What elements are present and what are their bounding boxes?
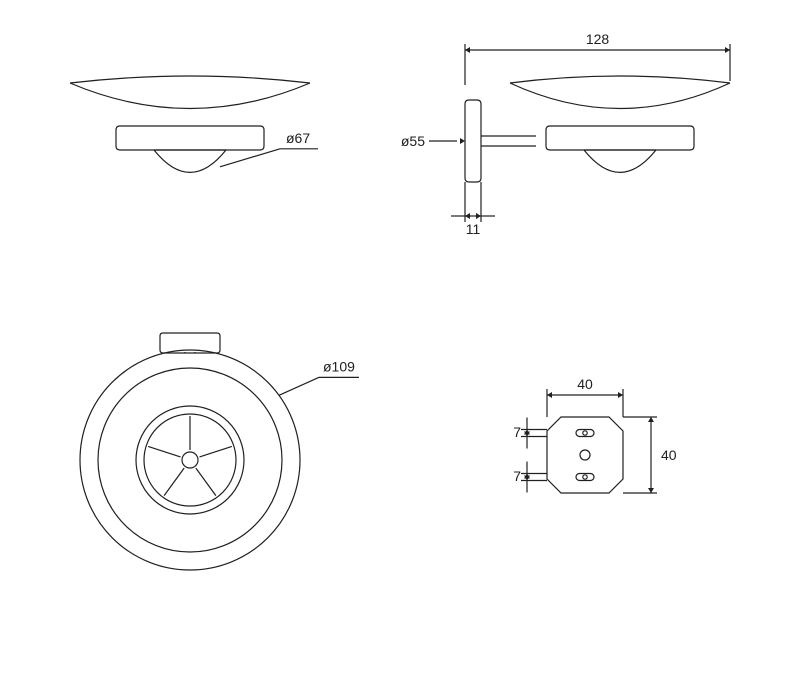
svg-text:ø55: ø55 (401, 133, 425, 149)
svg-text:40: 40 (661, 447, 677, 463)
svg-text:ø109: ø109 (323, 358, 355, 374)
svg-text:128: 128 (586, 31, 610, 47)
svg-text:7: 7 (513, 468, 521, 484)
svg-text:7: 7 (513, 424, 521, 440)
technical-drawing: ø67 128 ø55 11 ø109 40 40 7 7 (0, 0, 800, 674)
svg-text:40: 40 (577, 376, 593, 392)
svg-text:ø67: ø67 (286, 130, 310, 146)
svg-text:11: 11 (466, 221, 481, 237)
